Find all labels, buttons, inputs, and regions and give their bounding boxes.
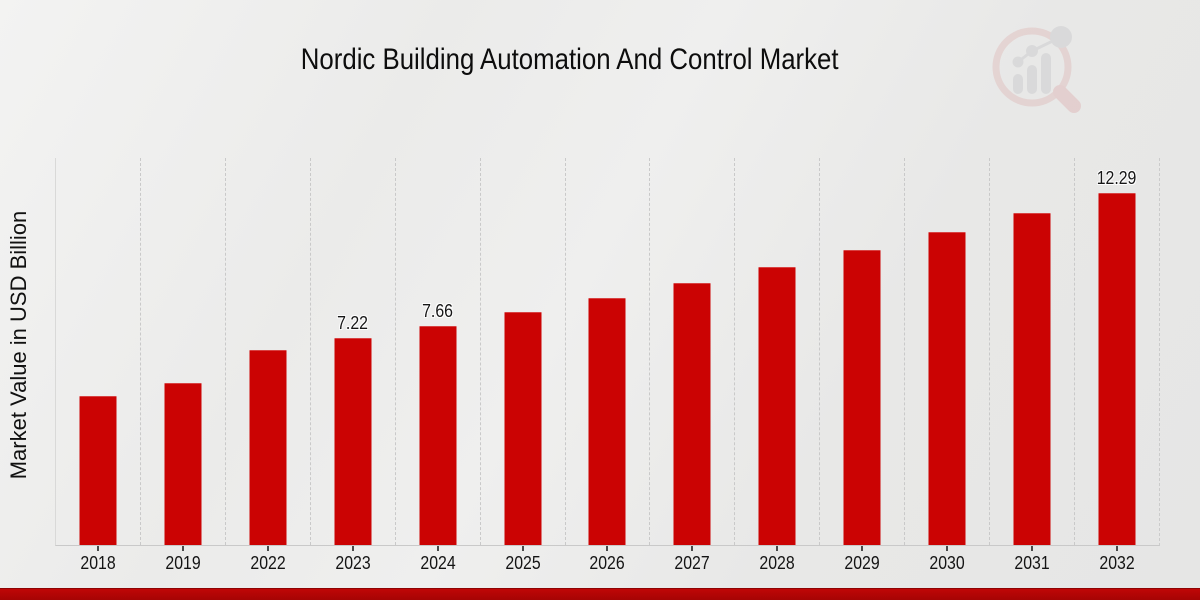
bar-column-2018: 2018 xyxy=(56,158,141,573)
x-axis-label-2024: 2024 xyxy=(420,553,456,573)
x-axis-label-2018: 2018 xyxy=(80,553,116,573)
bar-2027 xyxy=(673,283,711,545)
x-axis-label-2032: 2032 xyxy=(1099,553,1135,573)
bar-column-2024: 7.66 2024 xyxy=(396,158,481,573)
x-axis-label-2028: 2028 xyxy=(759,553,795,573)
bar-2019 xyxy=(164,383,202,545)
bar-column-2026: 2026 xyxy=(566,158,651,573)
x-axis-label-2030: 2030 xyxy=(929,553,965,573)
x-axis-tick-2024 xyxy=(436,546,439,551)
bar-2031 xyxy=(1013,213,1051,545)
x-axis-tick-2027 xyxy=(691,546,694,551)
bar-2026 xyxy=(588,298,626,545)
x-axis-label-2025: 2025 xyxy=(504,553,541,573)
bar-2028 xyxy=(758,267,796,545)
x-axis-label-2027: 2027 xyxy=(674,553,711,573)
bar-column-2031: 2031 xyxy=(990,158,1076,573)
x-axis-label-2023: 2023 xyxy=(335,553,371,573)
x-axis-tick-2026 xyxy=(606,546,609,551)
bar-2025 xyxy=(504,312,542,545)
magnifier-bar-chart-logo-icon xyxy=(992,26,1081,113)
bar-value-label-2032: 12.29 xyxy=(1097,168,1137,188)
bar-column-2019: 2019 xyxy=(141,158,226,573)
chart-title-text: Nordic Building Automation And Control M… xyxy=(301,43,839,76)
x-axis-label-2019: 2019 xyxy=(165,553,201,573)
x-axis-tick-2023 xyxy=(351,546,354,551)
bar-column-2023: 7.22 2023 xyxy=(311,158,396,573)
chart-title: Nordic Building Automation And Control M… xyxy=(0,43,1140,77)
plot-area: 2018 2019 2022 7.22 2023 7.66 2024 2025 2026 2027… xyxy=(55,158,1160,573)
x-axis-tick-2019 xyxy=(181,546,184,551)
x-axis-tick-2030 xyxy=(946,546,949,551)
bar-2024 xyxy=(419,326,457,545)
footer-red-band xyxy=(0,588,1200,600)
bar-column-2030: 2030 xyxy=(905,158,991,573)
x-axis-tick-2032 xyxy=(1116,546,1119,551)
bar-2023 xyxy=(334,338,372,545)
bar-value-label-2023: 7.22 xyxy=(337,313,369,333)
bar-column-2029: 2029 xyxy=(820,158,906,573)
x-axis-tick-2029 xyxy=(861,546,864,551)
x-axis-label-2029: 2029 xyxy=(844,553,880,573)
bar-column-2032: 12.29 2032 xyxy=(1075,158,1159,573)
x-axis-label-2022: 2022 xyxy=(250,553,286,573)
x-axis-tick-2028 xyxy=(776,546,779,551)
bar-column-2028: 2028 xyxy=(735,158,821,573)
bar-column-2025: 2025 xyxy=(481,158,566,573)
bar-value-label-2024: 7.66 xyxy=(422,301,454,321)
x-axis-tick-2025 xyxy=(521,546,524,551)
x-axis-tick-2031 xyxy=(1031,546,1034,551)
x-axis-label-2031: 2031 xyxy=(1014,553,1050,573)
bar-2018 xyxy=(79,396,117,545)
x-axis-tick-2022 xyxy=(266,546,269,551)
x-axis-label-2026: 2026 xyxy=(589,553,626,573)
bar-2030 xyxy=(928,232,966,545)
bar-2022 xyxy=(249,350,287,545)
bar-2029 xyxy=(843,250,881,545)
bar-column-2027: 2027 xyxy=(650,158,736,573)
y-axis-label: Market Value in USD Billion xyxy=(6,210,31,480)
x-axis-tick-2018 xyxy=(96,546,99,551)
bar-column-2022: 2022 xyxy=(226,158,311,573)
bar-2032 xyxy=(1098,193,1136,545)
